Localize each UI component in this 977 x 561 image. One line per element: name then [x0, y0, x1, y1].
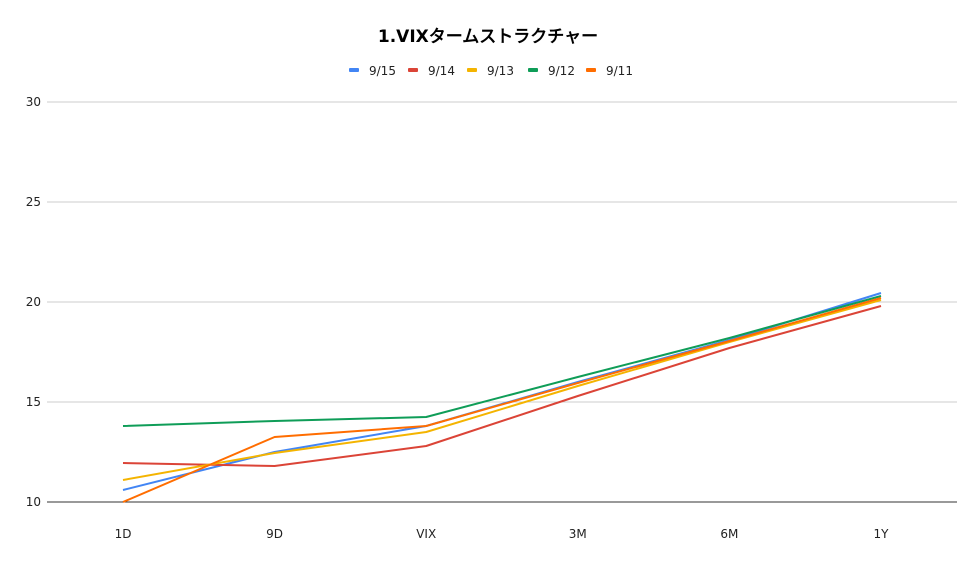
x-tick-label: 3M: [569, 527, 587, 541]
y-axis: 10 15 20 25 30: [26, 95, 41, 509]
x-tick-label: 1D: [115, 527, 132, 541]
series-line-9-11: [122, 297, 882, 503]
x-axis: 1D 9D VIX 3M 6M 1Y: [115, 527, 890, 541]
x-tick-label: 6M: [720, 527, 738, 541]
series-line-9-13: [122, 299, 882, 481]
x-tick-label: 1Y: [874, 527, 890, 541]
legend-label: 9/15: [369, 64, 396, 78]
chart-title: 1.VIXタームストラクチャー: [378, 27, 598, 47]
y-tick-label: 30: [26, 95, 41, 109]
y-tick-label: 20: [26, 295, 41, 309]
y-tick-label: 25: [26, 195, 41, 209]
legend-label: 9/12: [548, 64, 575, 78]
chart-legend: 9/15 9/14 9/13 9/12 9/11: [349, 64, 633, 78]
chart-series: [122, 292, 882, 503]
legend-swatch: [467, 68, 477, 72]
y-tick-label: 10: [26, 495, 41, 509]
x-tick-label: VIX: [416, 527, 436, 541]
legend-swatch: [586, 68, 596, 72]
legend-swatch: [349, 68, 359, 72]
series-line-9-14: [122, 305, 882, 467]
legend-label: 9/11: [606, 64, 633, 78]
legend-label: 9/14: [428, 64, 455, 78]
y-tick-label: 15: [26, 395, 41, 409]
legend-swatch: [408, 68, 418, 72]
legend-swatch: [528, 68, 538, 72]
x-tick-label: 9D: [266, 527, 283, 541]
chart-gridlines: [47, 101, 957, 503]
series-line-9-12: [122, 295, 882, 427]
legend-label: 9/13: [487, 64, 514, 78]
